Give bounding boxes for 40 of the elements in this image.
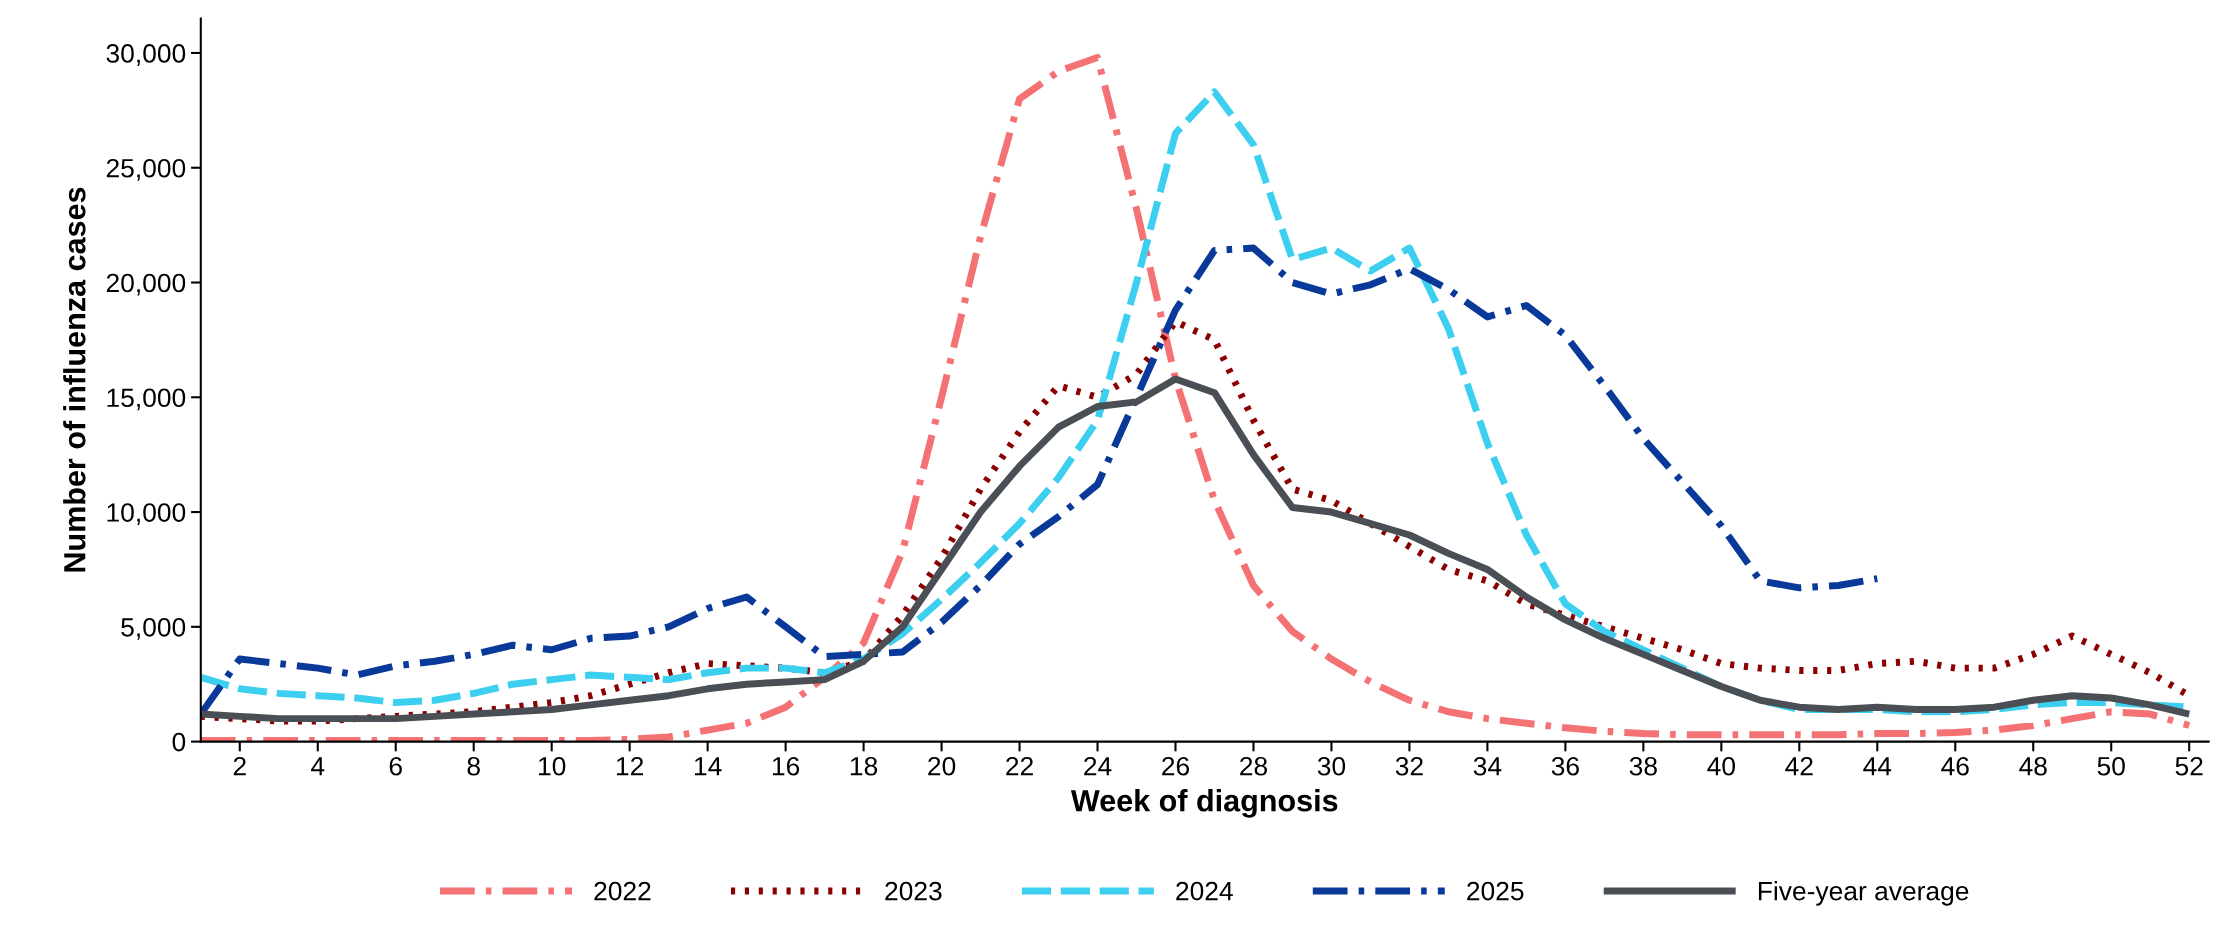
x-tick-label: 2 [233,756,246,776]
x-tick-label: 38 [1629,756,1657,776]
legend-label: 2024 [1176,881,1233,901]
y-tick-label: 5,000 [121,617,186,640]
x-tick-label: 10 [539,756,566,776]
x-tick-label: 4 [311,757,325,776]
x-tick-label: 30 [1317,756,1346,776]
y-tick-label: 0 [172,732,186,752]
x-tick-label: 34 [1473,756,1502,776]
x-tick-label: 32 [1395,756,1423,776]
x-tick-label: 36 [1551,756,1579,776]
x-tick-label: 12 [617,756,644,776]
x-tick-label: 8 [467,756,480,776]
x-tick-label: 22 [1006,756,1033,776]
y-tick-label: 20,000 [106,273,186,296]
x-tick-label: 14 [694,757,722,776]
legend-label: Five-year average [1758,881,1969,906]
x-tick-label: 28 [1240,756,1268,776]
legend-label: 2025 [1467,881,1524,901]
x-tick-label: 48 [2019,756,2047,776]
x-tick-label: 24 [1084,756,1112,776]
x-tick-label: 6 [389,756,402,776]
y-tick-label: 10,000 [107,503,186,525]
x-tick-label: 26 [1162,756,1190,776]
y-tick-label: 30,000 [106,44,186,66]
x-tick-label: 18 [850,756,878,776]
x-tick-label: 20 [928,756,956,776]
legend-label: 2023 [885,881,942,901]
x-tick-label: 44 [1863,757,1892,776]
x-tick-label: 50 [2097,756,2125,776]
y-axis-title: Number of influenza cases [63,187,86,572]
x-axis-title: Week of diagnosis [1070,789,1338,818]
x-tick-label: 46 [1941,756,1969,776]
x-tick-label: 16 [772,756,800,776]
x-tick-label: 40 [1707,756,1735,776]
x-tick-label: 52 [2175,756,2203,776]
x-tick-label: 42 [1785,756,1813,776]
y-tick-label: 15,000 [107,388,186,411]
legend-label: 2022 [594,881,651,901]
y-tick-label: 25,000 [106,158,186,181]
